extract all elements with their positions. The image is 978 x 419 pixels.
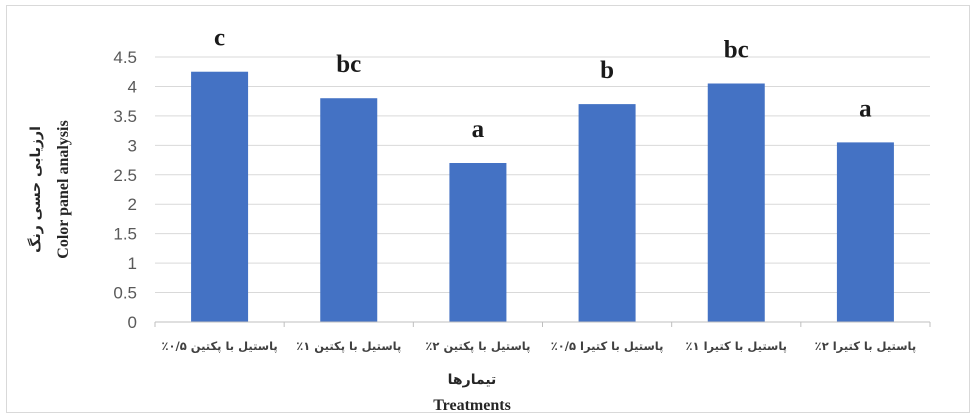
y-axis-title-fa: ارزیابی حسی رنگ [27, 126, 44, 253]
y-tick-label: 3.5 [113, 107, 137, 126]
significance-letter: bc [724, 37, 749, 64]
significance-letter: b [600, 57, 614, 84]
y-tick-label: 2.5 [113, 166, 137, 185]
y-tick-label: 1 [128, 254, 137, 273]
y-tick-label: 2 [128, 195, 137, 214]
x-category-label: پاستیل با کتیرا ۱٪ [686, 339, 787, 353]
x-axis-categories: پاستیل با پکتین ۰/۵٪ پاستیل با پکتین ۱٪ پا… [154, 322, 931, 353]
significance-letter: c [214, 25, 225, 52]
bar [320, 98, 378, 322]
bar [578, 104, 636, 322]
significance-letter: bc [336, 51, 361, 78]
y-tick-label: 3 [128, 136, 137, 155]
y-tick-label: 1.5 [113, 225, 137, 244]
x-axis-title-en: Treatments [433, 397, 511, 414]
significance-letter: a [472, 116, 485, 143]
x-category-label: پاستیل با پکتین ۱٪ [296, 339, 401, 353]
significance-letter: a [859, 95, 872, 122]
x-category-label: پاستیل با کتیرا ۰/۵٪ [551, 339, 664, 353]
x-category-label: پاستیل با کتیرا ۲٪ [815, 339, 916, 353]
y-axis-title-en: Color panel analysis [55, 120, 72, 258]
significance-letters: c bc a b bc a [214, 25, 872, 143]
bar [836, 142, 894, 322]
bar [191, 71, 249, 322]
y-tick-label: 0 [128, 313, 137, 332]
y-tick-label: 0.5 [113, 284, 137, 303]
bars [191, 71, 894, 322]
y-tick-label: 4 [128, 77, 137, 96]
bar [449, 163, 507, 322]
y-tick-label: 4.5 [113, 48, 137, 67]
x-category-label: پاستیل با پکتین ۲٪ [425, 339, 530, 353]
x-axis-title-fa: تیمارها [448, 372, 497, 388]
gridlines [155, 56, 930, 294]
x-category-label: پاستیل با پکتین ۰/۵٪ [161, 339, 277, 353]
y-axis-ticks: 0 0.5 1 1.5 2 2.5 3 3.5 4 4.5 [113, 48, 137, 332]
bar [707, 83, 765, 322]
